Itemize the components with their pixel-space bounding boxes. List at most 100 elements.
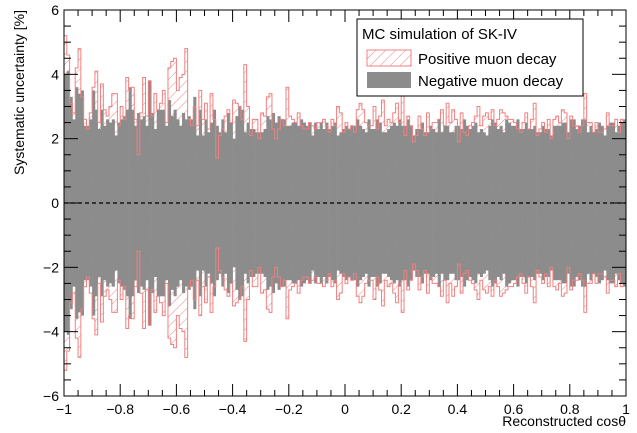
negative-bar (536, 132, 540, 274)
x-tick-label: −1 (56, 401, 72, 417)
negative-bar (356, 119, 360, 287)
axis-ticks (63, 9, 627, 397)
negative-bar (395, 125, 399, 281)
legend: MC simulation of SK-IV Positive muon dec… (356, 18, 584, 97)
negative-bar (215, 125, 219, 281)
negative-bar (173, 109, 177, 297)
negative-bar (300, 119, 304, 287)
x-tick-label: 1 (622, 401, 630, 417)
negative-bar (564, 122, 568, 284)
negative-bar (558, 125, 562, 281)
negative-bar (600, 125, 604, 281)
legend-swatch-negative (367, 72, 411, 88)
y-tick-label: 6 (51, 2, 59, 18)
negative-bar (151, 112, 155, 294)
negative-bar (249, 129, 253, 277)
negative-bar (544, 129, 548, 277)
negative-bar (328, 129, 332, 277)
negative-bar (418, 129, 422, 277)
negative-bar (80, 90, 84, 316)
negative-bar (437, 119, 441, 287)
negative-bar (361, 129, 365, 277)
positive-muon-outline (64, 35, 626, 371)
negative-bar (305, 125, 309, 281)
negative-bar (389, 125, 394, 281)
negative-bar (123, 116, 127, 290)
negative-bar (530, 129, 534, 277)
negative-bar (423, 132, 427, 274)
negative-bar (465, 125, 469, 281)
y-tick-label: −2 (43, 259, 59, 275)
negative-bar (108, 122, 113, 284)
negative-bar (271, 112, 276, 294)
x-tick-label: 0 (341, 401, 349, 417)
negative-bar (432, 129, 436, 277)
negative-bar (159, 109, 163, 297)
negative-bar (460, 129, 464, 277)
y-tick-label: 2 (51, 131, 59, 147)
negative-bar (606, 125, 610, 281)
negative-bar (179, 125, 183, 281)
legend-title: MC simulation of SK-IV (362, 26, 517, 43)
negative-bar (285, 125, 290, 281)
negative-bar (103, 125, 107, 281)
negative-bar (89, 119, 93, 287)
negative-bar (277, 116, 281, 290)
x-tick-label: −0.4 (219, 401, 247, 417)
legend-swatch-positive (366, 49, 412, 67)
negative-bar (586, 132, 590, 274)
negative-bar (342, 129, 346, 277)
y-axis-title: Systematic uncertainty [%] (11, 10, 27, 175)
negative-bar (367, 119, 371, 287)
x-tick-label: 0.8 (560, 401, 580, 417)
negative-bar (370, 129, 374, 277)
x-tick-label: 0.2 (391, 401, 411, 417)
x-tick-label: −0.2 (275, 401, 303, 417)
negative-bar (578, 125, 582, 281)
x-tick-label: 0.6 (504, 401, 524, 417)
negative-bar (474, 122, 478, 284)
negative-bar (409, 125, 413, 281)
negative-bar (165, 125, 169, 281)
negative-bar (257, 132, 261, 274)
y-tick-label: 0 (51, 195, 59, 211)
axis-tick-labels: −1 −0.8 −0.6 −0.4 −0.2 0 0.2 0.4 0.6 0.8 1 −6 −4 −2 0 2… (43, 2, 630, 417)
negative-bar (319, 122, 323, 284)
negative-bar (207, 132, 211, 274)
negative-bar (145, 125, 149, 281)
negative-bar (243, 132, 247, 274)
negative-bar (187, 116, 191, 290)
negative-bar (412, 135, 416, 271)
x-tick-label: −0.6 (163, 401, 191, 417)
negative-bar (384, 132, 388, 274)
negative-bar (451, 132, 455, 274)
negative-bar (398, 119, 402, 287)
negative-bar (592, 132, 596, 274)
negative-bar (201, 135, 205, 271)
negative-bar (572, 119, 576, 287)
x-axis-title: Reconstructed cosθ (502, 413, 626, 429)
negative-bar (375, 119, 380, 287)
negative-bar (550, 135, 554, 271)
negative-bar (94, 109, 99, 297)
negative-bar (446, 125, 450, 281)
negative-bar (479, 129, 483, 277)
negative-bar (507, 122, 512, 284)
negative-bar (263, 129, 267, 277)
negative-bar (522, 129, 526, 277)
negative-bar (221, 119, 225, 287)
negative-bar (493, 122, 498, 284)
negative-bar (502, 132, 506, 274)
negative-bar (291, 122, 295, 284)
x-tick-label: −0.8 (106, 401, 134, 417)
negative-bar (117, 122, 121, 284)
negative-bar (229, 122, 233, 284)
negative-bar (404, 125, 408, 281)
negative-bar (381, 132, 385, 274)
y-tick-label: 4 (51, 66, 59, 82)
y-tick-label: −4 (43, 324, 59, 340)
negative-bar (488, 125, 492, 281)
negative-bar (235, 116, 239, 290)
x-tick-label: 0.4 (448, 401, 468, 417)
